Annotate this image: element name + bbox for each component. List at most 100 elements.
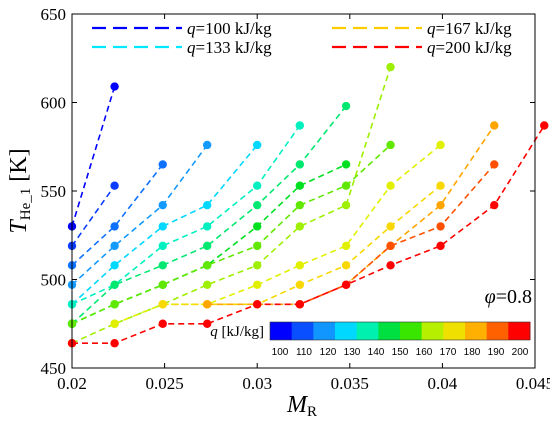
data-point	[341, 261, 351, 270]
y-tick-label: 650	[41, 5, 67, 24]
data-point	[110, 222, 119, 231]
data-point	[295, 261, 304, 270]
data-point	[253, 140, 262, 150]
colorbar-tick-label: 170	[440, 347, 457, 358]
colorbar-tick-label: 150	[392, 347, 409, 358]
data-point	[386, 181, 395, 190]
series-layer	[67, 62, 549, 348]
data-point	[253, 261, 262, 270]
data-point	[490, 200, 499, 210]
data-point	[295, 200, 304, 210]
colorbar-swatch	[421, 322, 444, 340]
data-point	[158, 261, 167, 270]
colorbar-tick-label: 190	[488, 347, 505, 358]
legend-label: q=100 kJ/kg	[187, 19, 272, 38]
colorbar-tick-label: 120	[320, 347, 337, 358]
y-axis-label: THe_1 [K]	[6, 148, 34, 233]
data-point	[110, 280, 119, 290]
series-line-11	[114, 144, 442, 325]
data-point	[436, 200, 445, 210]
y-tick-label: 550	[41, 182, 67, 201]
x-tick-label: 0.04	[428, 374, 458, 393]
colorbar-tick-label: 130	[344, 347, 361, 358]
x-tick-label: 0.02	[57, 374, 87, 393]
series-line-10	[71, 66, 392, 344]
colorbar: 100 110 120 130 140 150 160 170 180 190 200 q [kJ/k…	[210, 321, 531, 358]
colorbar-swatch	[335, 322, 358, 340]
data-point	[110, 319, 119, 328]
x-tick-label: 0.045	[516, 374, 550, 393]
y-tick-label: 500	[41, 271, 67, 290]
data-point	[253, 200, 262, 210]
data-point	[436, 222, 445, 231]
series-line-4	[71, 144, 208, 286]
data-point	[386, 261, 395, 270]
data-point	[158, 319, 167, 328]
data-point	[341, 200, 351, 210]
data-point	[341, 160, 351, 169]
series-line-5	[71, 144, 258, 305]
colorbar-swatch	[313, 322, 336, 340]
x-tick-label: 0.025	[145, 374, 183, 393]
data-point	[386, 62, 395, 72]
axes-layer: 0.02 0.025 0.03 0.035 0.04 0.045 450 500 550 600 6…	[6, 5, 550, 420]
data-point	[202, 222, 212, 231]
legend-label: q=200 kJ/kg	[427, 38, 512, 57]
data-point	[386, 222, 395, 231]
data-point	[158, 300, 167, 309]
data-point	[341, 280, 351, 290]
data-point	[202, 319, 212, 328]
colorbar-swatch	[465, 322, 488, 340]
data-point	[540, 121, 549, 130]
data-point	[436, 241, 445, 251]
colorbar-tick-label: 110	[296, 347, 312, 358]
data-point	[202, 261, 212, 270]
data-point	[436, 181, 445, 190]
data-point	[110, 82, 119, 91]
data-point	[202, 241, 212, 251]
data-point	[295, 222, 304, 231]
data-point	[253, 300, 262, 309]
data-point	[202, 300, 212, 309]
data-point	[295, 121, 304, 130]
data-point	[341, 181, 351, 190]
colorbar-swatch	[486, 322, 509, 340]
data-point	[253, 222, 262, 231]
colorbar-tick-label: 100	[272, 347, 289, 358]
data-point	[202, 280, 212, 290]
series-line-13	[207, 125, 495, 306]
data-point	[436, 140, 445, 150]
data-point	[386, 140, 395, 150]
data-point	[295, 181, 304, 190]
data-point	[158, 241, 167, 251]
data-point	[253, 241, 262, 251]
data-point	[202, 200, 212, 210]
series-line-14	[299, 163, 495, 306]
data-point	[110, 300, 119, 309]
colorbar-swatch	[508, 322, 531, 340]
data-point	[341, 101, 351, 111]
series-line-3	[71, 164, 164, 266]
colorbar-swatch	[270, 322, 293, 340]
colorbar-frame	[269, 321, 531, 341]
colorbar-swatch	[443, 322, 466, 340]
data-point	[110, 339, 119, 348]
data-point	[490, 160, 499, 169]
series-line-7	[71, 105, 347, 325]
colorbar-tick-label: 160	[416, 347, 433, 358]
data-point	[253, 181, 262, 190]
series-line-6	[71, 125, 301, 306]
data-point	[110, 181, 119, 190]
legend: q=100 kJ/kgq=133 kJ/kg q=167 kJ/kgq=200 k…	[92, 19, 512, 57]
data-point	[110, 241, 119, 251]
colorbar-swatch	[378, 322, 401, 340]
data-point	[158, 222, 167, 231]
legend-label: q=167 kJ/kg	[427, 19, 512, 38]
series-line-15	[72, 125, 545, 345]
data-point	[295, 280, 304, 290]
y-tick-label: 600	[41, 94, 67, 113]
data-point	[341, 241, 351, 251]
series-line-9	[71, 144, 392, 325]
data-point	[295, 300, 304, 309]
